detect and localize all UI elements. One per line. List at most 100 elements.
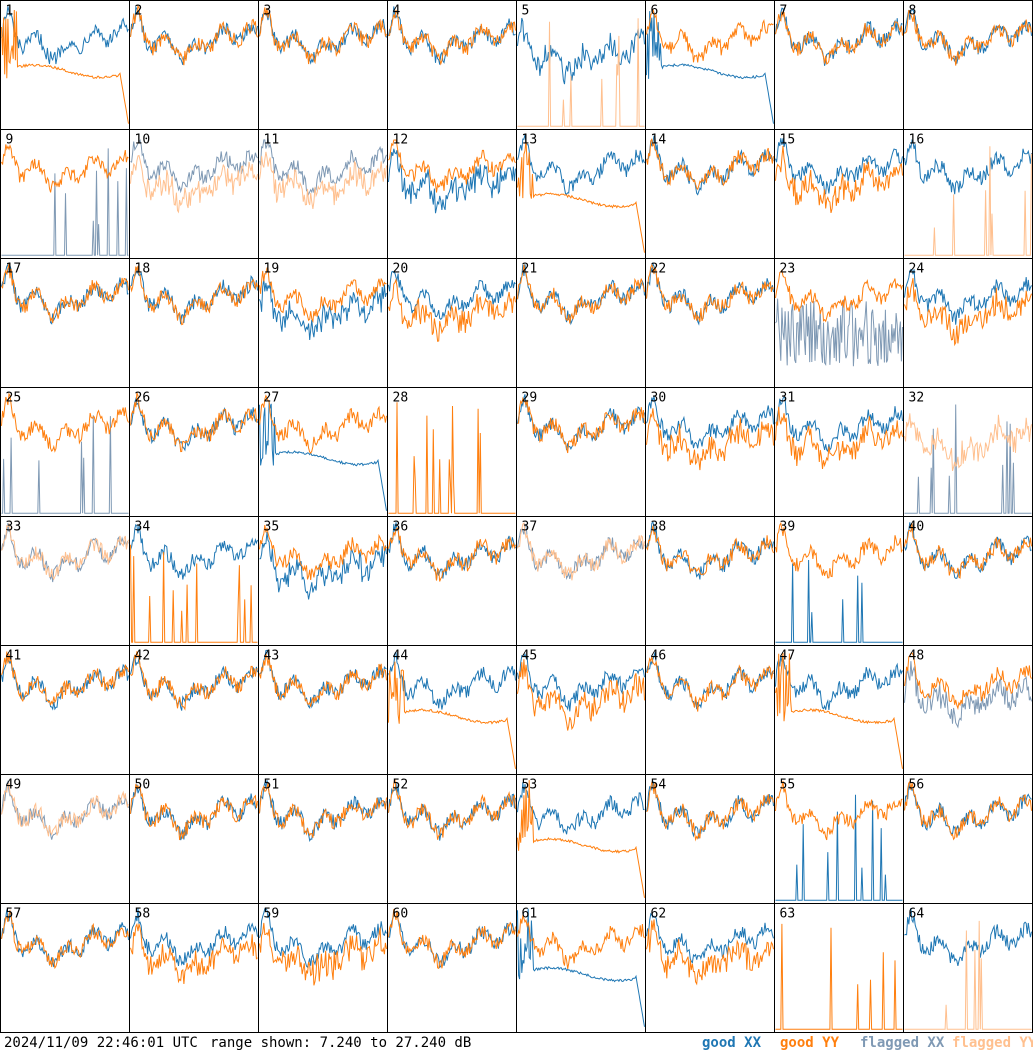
tile-frame [387, 516, 517, 646]
trace-xx-61 [517, 908, 645, 1027]
tile-label: 58 [135, 907, 151, 922]
tile-frame [516, 516, 646, 646]
trace-yy-30 [646, 408, 774, 471]
tile-label: 12 [393, 133, 409, 148]
trace-xx-48 [904, 661, 1032, 729]
tile-frame [774, 774, 904, 904]
trace-xx-39 [775, 559, 903, 643]
tile-20: 20 [387, 258, 517, 388]
trace-yy-56 [904, 780, 1032, 841]
trace-xx-15 [775, 138, 903, 195]
tile-61: 61 [516, 903, 646, 1033]
trace-xx-12 [388, 148, 516, 214]
trace-xx-7 [775, 7, 903, 66]
trace-xx-44 [388, 651, 516, 710]
trace-yy-54 [646, 781, 774, 842]
trace-xx-46 [646, 652, 774, 710]
tile-29: 29 [516, 387, 646, 517]
tile-label: 55 [780, 778, 796, 793]
trace-yy-25 [1, 392, 129, 453]
tile-label: 10 [135, 133, 151, 148]
tile-label: 11 [264, 133, 280, 148]
tile-31: 31 [774, 387, 904, 517]
tile-32: 32 [903, 387, 1033, 517]
trace-yy-38 [646, 525, 774, 576]
trace-yy-8 [904, 9, 1032, 66]
tile-40: 40 [903, 516, 1033, 646]
tile-47: 47 [774, 645, 904, 775]
trace-xx-10 [130, 138, 258, 194]
tile-frame [258, 0, 388, 130]
legend-flagged-yy: flagged YY [952, 1035, 1033, 1051]
tile-label: 53 [522, 778, 538, 793]
tile-frame [387, 645, 517, 775]
tile-label: 43 [264, 649, 280, 664]
tile-55: 55 [774, 774, 904, 904]
tile-label: 59 [264, 907, 280, 922]
trace-xx-2 [130, 5, 258, 65]
trace-xx-25 [1, 415, 129, 514]
trace-yy-1 [1, 9, 129, 124]
tile-9: 9 [0, 129, 130, 259]
trace-yy-55 [775, 780, 903, 841]
tile-label: 25 [6, 391, 22, 406]
tile-label: 33 [6, 520, 22, 535]
tile-6: 6 [645, 0, 775, 130]
tile-frame [387, 903, 517, 1033]
tile-frame [0, 516, 130, 646]
tile-frame [516, 774, 646, 904]
trace-yy-28 [388, 402, 516, 514]
tile-label: 64 [909, 907, 925, 922]
tile-46: 46 [645, 645, 775, 775]
trace-yy-18 [130, 265, 258, 326]
tile-label: 2 [135, 4, 143, 19]
tile-frame [387, 774, 517, 904]
trace-xx-20 [388, 270, 516, 320]
tile-label: 52 [393, 778, 409, 793]
trace-xx-6 [646, 11, 774, 124]
trace-yy-17 [1, 263, 129, 324]
tile-frame [0, 774, 130, 904]
trace-yy-33 [1, 522, 129, 581]
tile-frame [0, 0, 130, 130]
tile-frame [645, 645, 775, 775]
trace-yy-21 [517, 264, 645, 324]
trace-yy-31 [775, 406, 903, 469]
tile-frame [0, 645, 130, 775]
trace-xx-9 [1, 148, 129, 256]
tile-label: 48 [909, 649, 925, 664]
tile-label: 19 [264, 262, 280, 277]
trace-yy-12 [388, 139, 516, 193]
tile-frame [129, 645, 259, 775]
tile-label: 40 [909, 520, 925, 535]
tile-60: 60 [387, 903, 517, 1033]
tile-label: 9 [6, 133, 14, 148]
tile-label: 42 [135, 649, 151, 664]
tile-label: 41 [6, 649, 22, 664]
tile-frame [0, 903, 130, 1033]
tile-62: 62 [645, 903, 775, 1033]
tile-label: 35 [264, 520, 280, 535]
trace-xx-30 [646, 396, 774, 449]
tile-57: 57 [0, 903, 130, 1033]
tile-53: 53 [516, 774, 646, 904]
tile-frame [645, 258, 775, 388]
trace-yy-34 [130, 544, 258, 643]
tile-frame [258, 258, 388, 388]
tile-43: 43 [258, 645, 388, 775]
trace-yy-2 [130, 4, 258, 66]
tile-39: 39 [774, 516, 904, 646]
trace-xx-34 [130, 523, 258, 580]
tile-13: 13 [516, 129, 646, 259]
trace-yy-47 [775, 652, 903, 769]
tile-label: 8 [909, 4, 917, 19]
tile-33: 33 [0, 516, 130, 646]
trace-xx-45 [517, 653, 645, 712]
tile-frame [903, 645, 1033, 775]
trace-yy-11 [259, 151, 387, 209]
trace-xx-47 [775, 655, 903, 711]
tile-17: 17 [0, 258, 130, 388]
tile-45: 45 [516, 645, 646, 775]
tile-frame [258, 516, 388, 646]
tile-12: 12 [387, 129, 517, 259]
